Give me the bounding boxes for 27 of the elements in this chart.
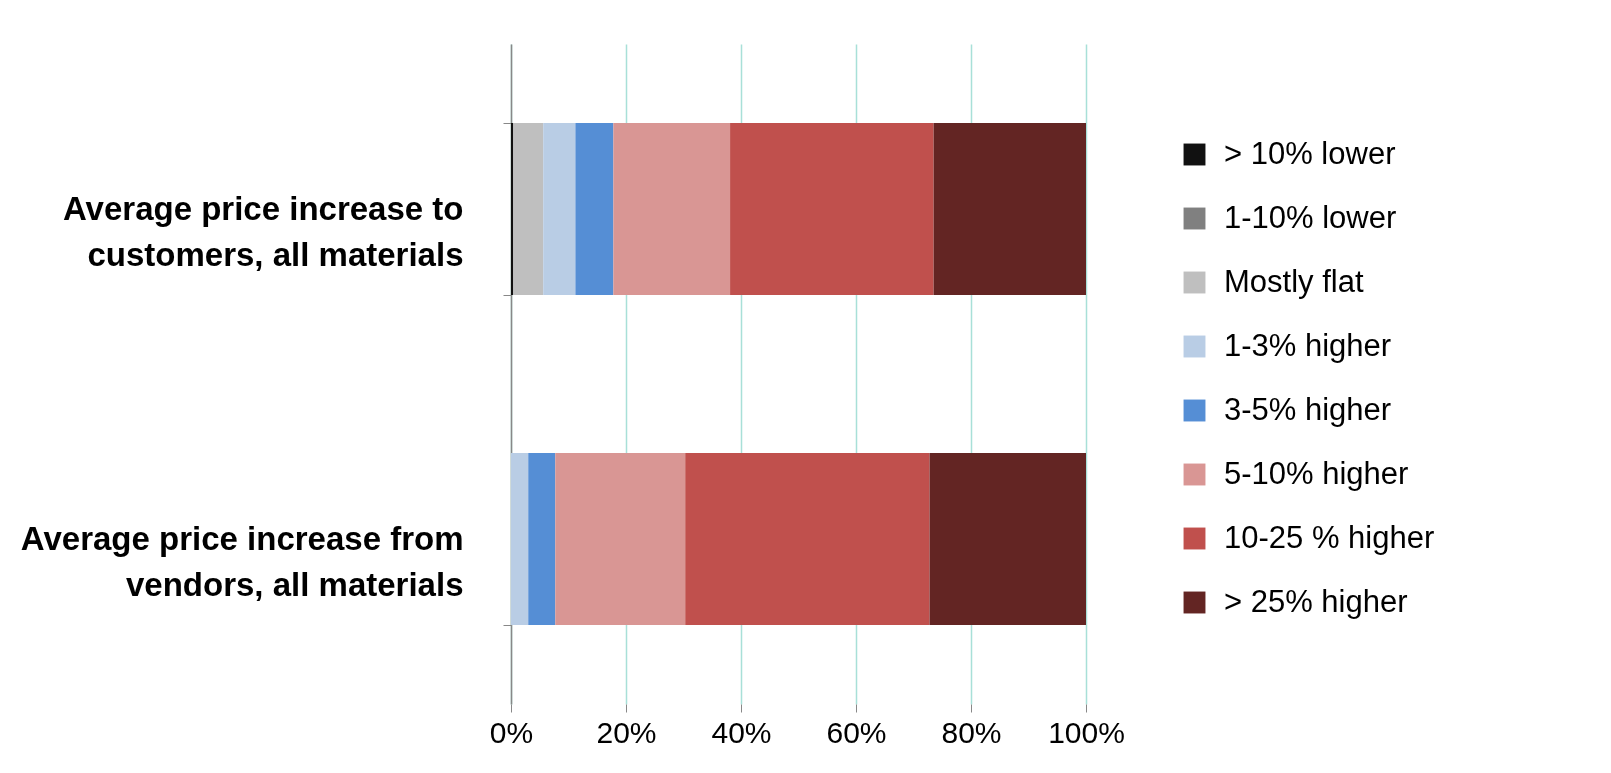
y-tick-label: Average price increase to customers, all materials <box>63 189 464 273</box>
x-tick-label: 0% <box>489 715 534 749</box>
bar <box>929 453 1086 625</box>
legend-label: 1-3% higher <box>1224 327 1392 363</box>
x-tick-label: 60% <box>826 715 887 749</box>
bar <box>575 123 614 295</box>
bar <box>613 123 731 295</box>
bar <box>528 453 556 625</box>
bar <box>933 123 1086 295</box>
x-tick-label: 20% <box>596 715 657 749</box>
bar <box>513 123 544 295</box>
bar <box>511 453 529 625</box>
x-tick-label: 40% <box>711 715 772 749</box>
legend-label: > 25% higher <box>1224 583 1408 619</box>
y-tick-label: Average price increase from vendors, all materials <box>20 519 464 603</box>
legend-label: 3-5% higher <box>1224 391 1392 427</box>
legend-label: 10-25 % higher <box>1224 519 1435 555</box>
bar <box>730 123 934 295</box>
legend-label: 5-10% higher <box>1224 455 1409 491</box>
legend-label: Mostly flat <box>1224 263 1364 299</box>
x-tick-label: 80% <box>941 715 1002 749</box>
legend-label: > 10% lower <box>1224 135 1396 171</box>
legend-label: 1-10% lower <box>1224 199 1397 235</box>
x-tick-label: 100% <box>1048 715 1125 749</box>
bar <box>685 453 930 625</box>
bar <box>543 123 576 295</box>
bar <box>555 453 686 625</box>
